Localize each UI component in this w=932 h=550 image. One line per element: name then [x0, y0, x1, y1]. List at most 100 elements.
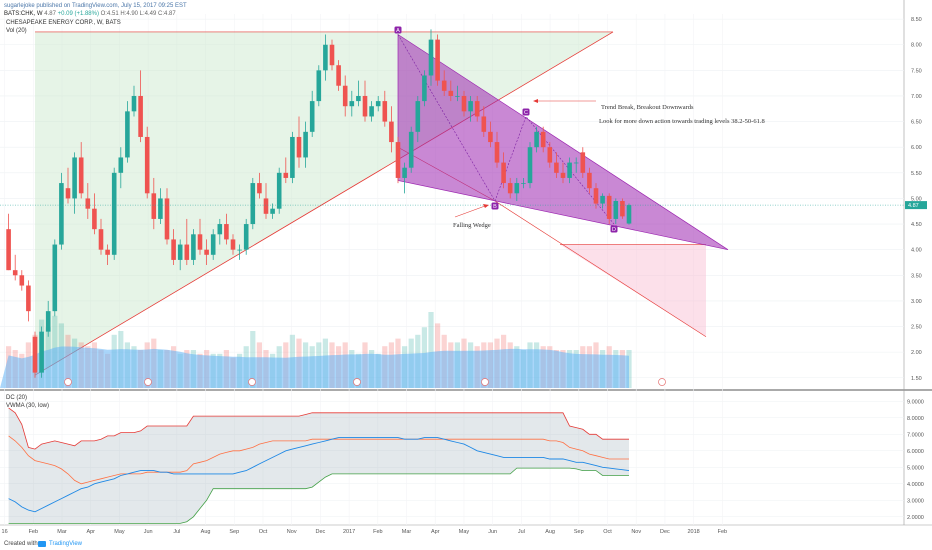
earnings-marker-icon [658, 378, 666, 386]
time-tick-label: Feb [373, 529, 382, 535]
candle [197, 218, 203, 255]
candle [257, 172, 262, 199]
candle [171, 229, 176, 266]
candle-body [52, 244, 58, 312]
candle [59, 172, 64, 250]
time-tick-label: Jun [488, 529, 497, 535]
candle-body [210, 234, 216, 255]
arrow-trend-break-head [533, 99, 538, 103]
price-tick-label: 5.00 [911, 196, 922, 202]
pattern-point-label: B [493, 204, 497, 210]
last-price-tag-label: 4.87 [908, 203, 919, 209]
price-tick-label: 3.00 [911, 299, 922, 305]
pattern-point-marker [491, 202, 499, 210]
vwma-line [8, 437, 630, 513]
candle-body [276, 172, 282, 209]
candle-body [369, 106, 374, 117]
candle-body [606, 195, 612, 219]
author-line[interactable]: sugarlejoke published on TradingView.com… [4, 3, 187, 9]
pattern-point-label: C [524, 110, 528, 116]
candle [144, 126, 150, 199]
candle [606, 193, 612, 225]
candle-body [362, 95, 368, 117]
candle [263, 183, 269, 219]
time-tick-label: Oct [259, 529, 268, 535]
main-legend: CHESAPEAKE ENERGY CORP., W, BATS Vol (20… [6, 19, 121, 35]
candle [177, 239, 183, 271]
candle-body [158, 198, 163, 219]
candle-body [230, 239, 236, 250]
candle-body [131, 95, 137, 112]
created-with-label: Created with [4, 541, 38, 547]
dc-legend[interactable]: DC (20) [6, 395, 28, 401]
price-tick-label: 7.00 [911, 94, 922, 100]
candle-body [92, 208, 97, 230]
candle-body [283, 172, 289, 178]
candle [276, 167, 282, 214]
price-tick-label: 1.50 [911, 376, 922, 382]
oscillator-tick-label: 4.0000 [907, 482, 924, 488]
arrow-falling-wedge [454, 205, 486, 218]
oscillator-legend: DC (20) VWMA (30, low) [6, 394, 49, 410]
time-tick-label: Aug [201, 529, 211, 535]
tradingview-brand[interactable]: TradingView [49, 541, 83, 547]
time-tick-label: Feb [29, 529, 38, 535]
candle-body [270, 208, 275, 214]
candle-body [382, 101, 388, 122]
price-tick-label: 4.00 [911, 248, 922, 254]
candle [6, 213, 11, 271]
ohlc-values: O:4.51 H:4.90 L:4.49 C:4.87 [100, 11, 176, 17]
pattern-point-marker [522, 108, 530, 116]
arrow-falling-wedge-head [483, 204, 489, 208]
candle-body [534, 131, 539, 148]
time-tick-label: Dec [316, 529, 326, 535]
candle [85, 183, 91, 219]
candle-body [554, 162, 559, 173]
price-tick-label: 8.50 [911, 17, 922, 23]
vwma-legend[interactable]: VWMA (30, low) [6, 403, 50, 409]
candle-body [171, 239, 176, 260]
candle [587, 167, 592, 194]
candle-body [138, 95, 143, 137]
abcd-pattern-line [397, 34, 615, 225]
candle-body [593, 188, 599, 204]
time-tick-label: Apr [86, 529, 95, 535]
candle-body [217, 224, 223, 235]
time-tick-label: 2018 [688, 529, 700, 535]
time-tick-label: Mar [402, 529, 412, 535]
donchian-lower-line [8, 467, 629, 524]
publish-header: sugarlejoke published on TradingView.com… [4, 2, 187, 18]
time-tick-label: Jul [518, 529, 525, 535]
candle [210, 229, 216, 260]
candle-body [316, 70, 322, 102]
series-title[interactable]: CHESAPEAKE ENERGY CORP., W, BATS [6, 20, 121, 26]
candle [580, 147, 586, 178]
candle-body [125, 111, 130, 158]
candle [98, 218, 104, 255]
candle-body [243, 224, 249, 250]
oscillator-tick-label: 2.0000 [907, 515, 924, 521]
candle-body [6, 229, 11, 271]
candle [217, 218, 223, 245]
candle [415, 95, 421, 143]
last-price: 4.87 [44, 11, 56, 17]
oscillator-tick-label: 8.0000 [907, 416, 924, 422]
time-tick-label: Jun [144, 529, 153, 535]
candle [26, 280, 31, 322]
volume-legend[interactable]: Vol (20) [6, 28, 27, 34]
oscillator-tick-label: 9.0000 [907, 399, 924, 405]
candle-body [144, 136, 150, 194]
candle [158, 188, 163, 225]
candle-body [474, 101, 480, 117]
time-tick-label: Jul [173, 529, 180, 535]
pattern-point-marker [394, 26, 402, 34]
candle-body [59, 183, 64, 245]
chart-canvas[interactable]: 8.50 8.00 7.50 7.00 6.50 6.00 5.50 5.00 4.50 4.00… [0, 0, 932, 538]
candle [494, 131, 500, 168]
candle [270, 203, 275, 219]
candle-body [329, 44, 335, 66]
candle-body [540, 131, 546, 148]
candle-body [177, 244, 183, 260]
candle [382, 90, 388, 127]
candle-body [428, 39, 434, 76]
